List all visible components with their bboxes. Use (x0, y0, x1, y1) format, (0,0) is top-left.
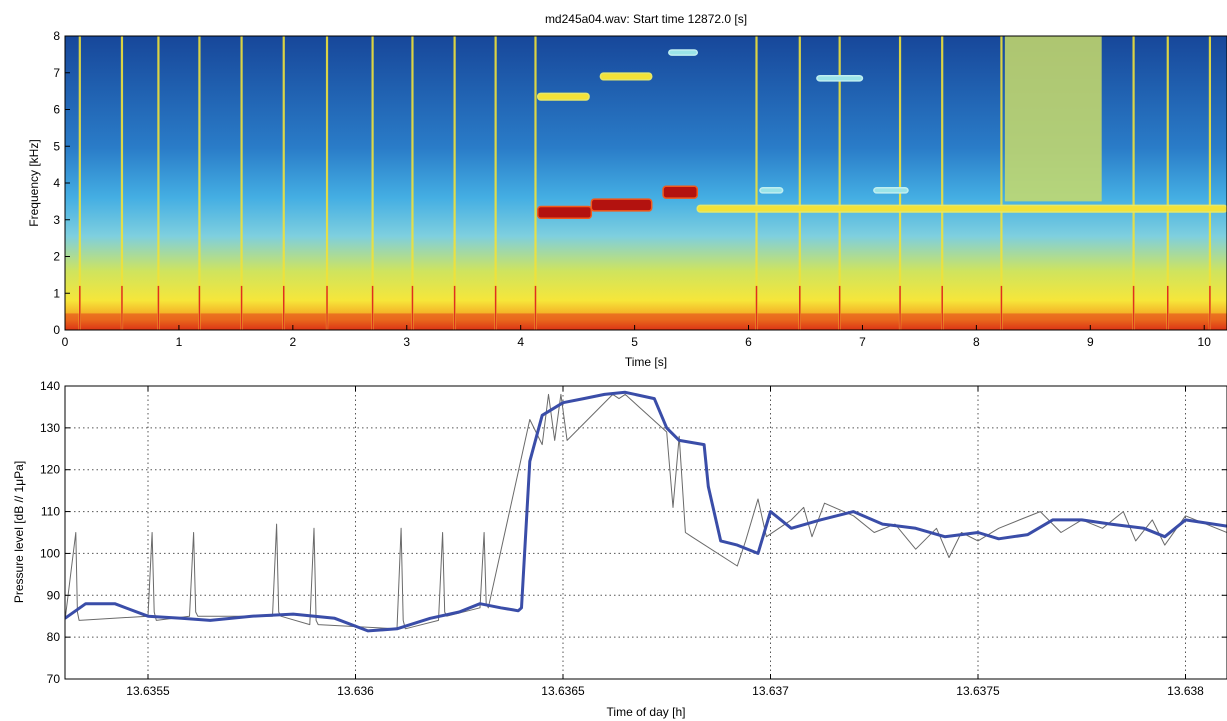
pressure-series (65, 390, 1227, 633)
pressure-axes: 13.6355 13.636 13.6365 13.637 13.6375 13.638 7… (40, 379, 1227, 698)
spectrogram-x-axis-label: Time [s] (625, 355, 667, 369)
x-tick-label: 7 (859, 335, 866, 349)
whistle-contour (668, 49, 699, 56)
y-tick-label: 0 (53, 323, 60, 337)
x-tick-label: 13.6355 (126, 684, 170, 698)
pressure-x-axis-label: Time of day [h] (607, 705, 686, 719)
low-frequency-band (65, 313, 1227, 330)
x-tick-label: 5 (631, 335, 638, 349)
pressure-level-panel: 13.6355 13.636 13.6365 13.637 13.6375 13.638 7… (12, 379, 1227, 719)
whistle-contour (873, 187, 909, 194)
x-tick-label: 10 (1198, 335, 1212, 349)
spectrogram-y-axis-label: Frequency [kHz] (27, 139, 41, 226)
spectrogram-axes: 0 1 2 3 4 5 6 7 8 9 10 0 1 2 3 4 5 6 7 8 (53, 29, 1211, 349)
x-tick-label: 4 (517, 335, 524, 349)
x-tick-label: 13.637 (752, 684, 789, 698)
y-tick-label: 80 (47, 630, 61, 644)
x-tick-label: 3 (403, 335, 410, 349)
x-tick-label: 2 (289, 335, 296, 349)
whistle-contour (759, 187, 784, 194)
whistle-contour (696, 204, 1227, 213)
y-tick-label: 110 (41, 505, 60, 519)
spectrogram-title: md245a04.wav: Start time 12872.0 [s] (545, 12, 747, 26)
spectrogram-features (65, 36, 1227, 330)
y-tick-label: 7 (53, 66, 60, 80)
x-tick-label: 0 (62, 335, 69, 349)
y-tick-label: 100 (40, 546, 60, 560)
whistle-contour (537, 205, 593, 220)
y-tick-label: 120 (40, 463, 60, 477)
y-tick-label: 1 (53, 286, 60, 300)
y-tick-label: 130 (40, 421, 60, 435)
x-tick-label: 13.6375 (956, 684, 1000, 698)
x-tick-label: 9 (1087, 335, 1094, 349)
whistle-contour (662, 185, 699, 199)
broadband-burst (1004, 36, 1102, 202)
y-tick-label: 140 (40, 379, 60, 393)
x-tick-label: 13.636 (337, 684, 374, 698)
whistle-contour (590, 198, 653, 212)
pressure-y-axis-label: Pressure level [dB // 1μPa] (12, 461, 26, 603)
x-tick-label: 13.638 (1167, 684, 1204, 698)
x-tick-label: 13.6365 (541, 684, 585, 698)
x-tick-label: 1 (176, 335, 183, 349)
whistle-contour (537, 92, 590, 101)
y-tick-label: 2 (53, 250, 60, 264)
y-tick-label: 4 (53, 176, 60, 190)
y-tick-label: 8 (53, 29, 60, 43)
x-tick-label: 6 (745, 335, 752, 349)
whistle-contour (599, 72, 653, 81)
pressure-frame (64, 385, 1227, 680)
x-tick-label: 8 (973, 335, 980, 349)
spectrogram-panel: md245a04.wav: Start time 12872.0 [s] 0 1 2… (27, 12, 1227, 369)
y-tick-label: 6 (53, 103, 60, 117)
smoothed-level-line (65, 390, 1227, 633)
raw-level-line (65, 393, 1227, 630)
pressure-plot-area (65, 386, 1227, 679)
y-tick-label: 70 (47, 672, 61, 686)
y-tick-label: 90 (47, 588, 61, 602)
whistle-contour (816, 74, 864, 82)
y-tick-label: 5 (53, 139, 60, 153)
y-tick-label: 3 (53, 213, 60, 227)
